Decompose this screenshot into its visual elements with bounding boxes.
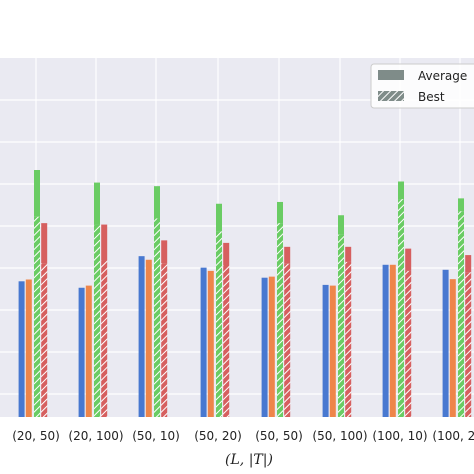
- x-tick-label: (50, 10): [132, 429, 180, 443]
- x-tick-label: (100, 20): [432, 429, 474, 443]
- x-tick-label: (50, 100): [312, 429, 367, 443]
- bar-best-green-hatched: [216, 231, 222, 417]
- bar-best-green-solid: [94, 182, 100, 225]
- bar-best-red-solid: [345, 246, 352, 262]
- bar-average-blue: [322, 284, 329, 417]
- x-tick-label: (20, 50): [12, 429, 60, 443]
- bar-best-red-hatched: [223, 265, 230, 417]
- bar-best-red-solid: [41, 223, 48, 264]
- bar-best-red-hatched: [41, 263, 48, 417]
- legend-swatch-best: [378, 91, 404, 101]
- bar-best-red-solid: [405, 248, 412, 271]
- bar-average-orange: [268, 276, 275, 417]
- legend-swatch-average: [378, 70, 404, 80]
- bar-average-blue: [442, 269, 449, 417]
- bar-best-green-solid: [398, 181, 404, 200]
- bar-average-blue: [261, 277, 268, 417]
- bar-best-green-hatched: [94, 224, 100, 417]
- bar-best-red-hatched: [345, 261, 352, 417]
- bar-best-red-hatched: [465, 272, 472, 417]
- bar-best-red-solid: [465, 255, 472, 273]
- bar-best-red-solid: [223, 242, 230, 266]
- legend-label-average: Average: [418, 69, 467, 83]
- bar-best-red-solid: [284, 246, 291, 264]
- bar-average-blue: [78, 287, 85, 417]
- bar-best-green-hatched: [458, 211, 464, 417]
- x-axis-label: (L, |T|): [225, 452, 273, 468]
- x-tick-labels: (20, 50) (20, 100) (50, 10) (50, 20) (50, 50…: [12, 429, 474, 443]
- bar-average-orange: [207, 270, 214, 417]
- x-tick-label: (100, 10): [372, 429, 427, 443]
- bar-average-orange: [145, 259, 152, 417]
- x-tick-label: (50, 20): [194, 429, 242, 443]
- legend: Average Best: [370, 63, 474, 109]
- bar-best-green-hatched: [154, 218, 160, 417]
- bar-average-orange: [449, 279, 456, 417]
- bar-best-green-solid: [154, 186, 160, 219]
- bar-best-red-hatched: [161, 263, 168, 417]
- bar-average-orange: [25, 279, 32, 417]
- bar-best-green-solid: [34, 170, 40, 217]
- bar-best-green-solid: [458, 198, 464, 212]
- bar-best-red-hatched: [284, 263, 291, 417]
- bar-best-green-hatched: [338, 234, 344, 417]
- legend-label-best: Best: [418, 90, 445, 104]
- bar-best-red-solid: [101, 224, 108, 261]
- bars: [18, 170, 472, 417]
- bar-average-orange: [329, 285, 336, 417]
- bar-average-blue: [138, 256, 145, 417]
- bar-average-blue: [200, 267, 207, 417]
- bar-average-orange: [389, 264, 396, 417]
- bar-average-blue: [18, 281, 25, 417]
- x-tick-label: (20, 100): [68, 429, 123, 443]
- bar-best-green-hatched: [277, 223, 283, 417]
- bar-best-red-hatched: [405, 270, 412, 417]
- bar-average-blue: [382, 264, 389, 417]
- bar-best-green-solid: [277, 201, 283, 224]
- bar-average-orange: [85, 285, 92, 417]
- x-tick-label: (50, 50): [255, 429, 303, 443]
- bar-best-red-solid: [161, 240, 168, 264]
- bar-best-green-solid: [216, 203, 222, 232]
- bar-best-green-hatched: [398, 199, 404, 417]
- bar-best-red-hatched: [101, 260, 108, 417]
- bar-best-green-solid: [338, 215, 344, 235]
- bar-best-green-hatched: [34, 216, 40, 417]
